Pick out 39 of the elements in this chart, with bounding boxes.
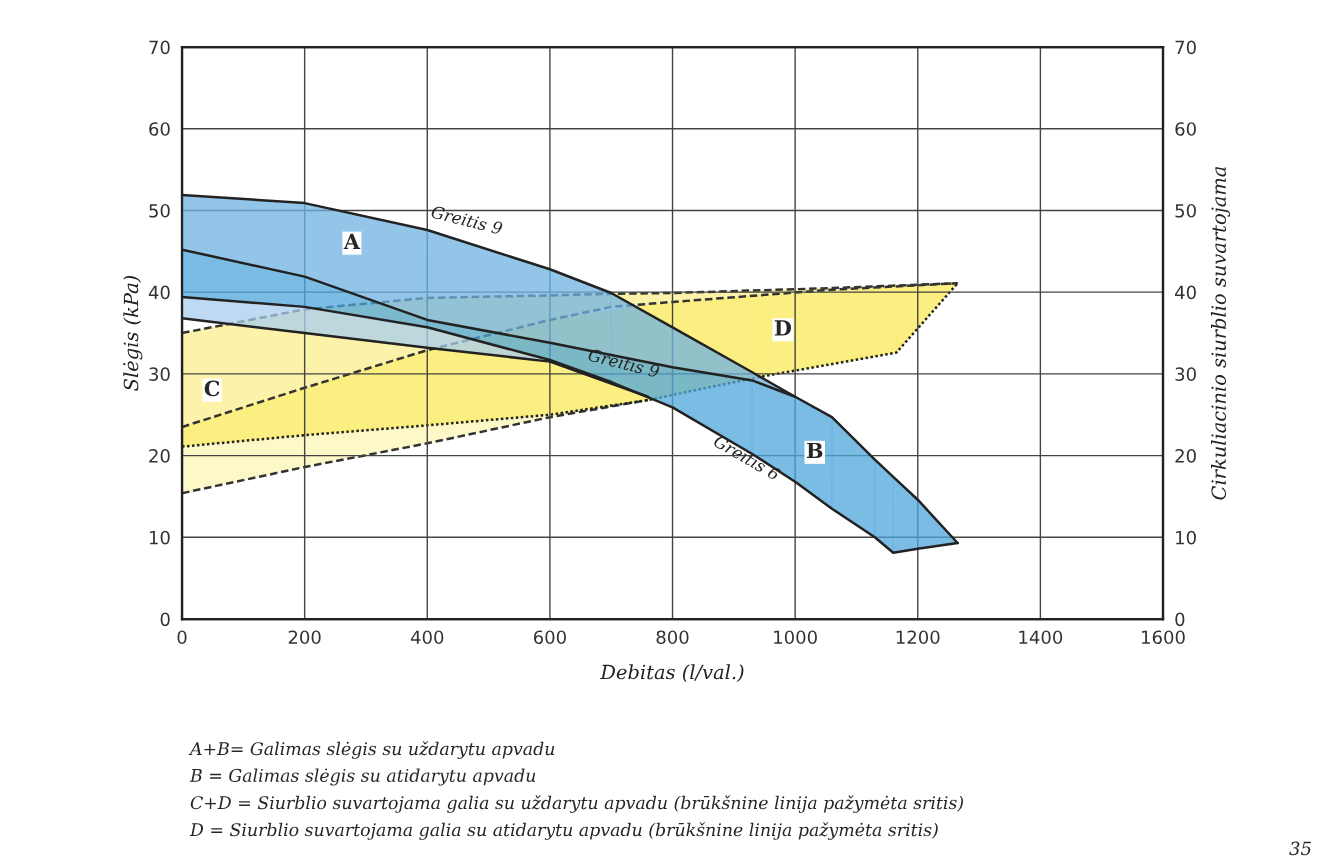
y2-tick-label: 60 bbox=[1175, 122, 1196, 136]
y-tick-label: 70 bbox=[149, 40, 170, 55]
x-tick-label: 800 bbox=[656, 630, 689, 645]
annotation: Greitis 9 bbox=[587, 348, 660, 378]
text: 35 bbox=[1289, 841, 1311, 856]
y-axis-title: Slėgis (kPa) bbox=[123, 275, 143, 391]
x-tick-label: 1400 bbox=[1019, 630, 1063, 645]
x-axis-title: Debitas (l/val.) bbox=[600, 664, 744, 683]
x-tick-label: 400 bbox=[410, 630, 444, 645]
x-tick-label: 1000 bbox=[774, 630, 817, 645]
x-tick-label: 200 bbox=[288, 630, 321, 645]
annotation: D bbox=[774, 320, 792, 336]
y-tick-label: 0 bbox=[160, 612, 170, 627]
x-tick-label: 1200 bbox=[896, 630, 940, 645]
y-tick-label: 10 bbox=[149, 530, 170, 545]
y2-tick-label: 30 bbox=[1175, 367, 1196, 381]
text: D = Siurblio suvartojama galia su atidarytu apvadu (brūkšnine linija pažymėta sritis) bbox=[189, 822, 938, 840]
annotation: B bbox=[806, 442, 823, 459]
y-tick-label: 50 bbox=[149, 203, 170, 218]
text: B = Galimas slėgis su atidarytu apvadu bbox=[189, 768, 536, 786]
y-tick-label: 40 bbox=[148, 285, 170, 300]
y-tick-label: 60 bbox=[149, 122, 170, 136]
text: A+B= Galimas slėgis su uždarytu apvadu bbox=[188, 741, 555, 759]
x-tick-label: 1600 bbox=[1142, 630, 1185, 645]
y-tick-label: 30 bbox=[149, 367, 170, 381]
annotation: A bbox=[343, 233, 361, 249]
annotation: C bbox=[204, 380, 220, 397]
y2-tick-label: 70 bbox=[1175, 40, 1196, 55]
annotation: Greitis 9 bbox=[430, 205, 503, 235]
y2-tick-label: 0 bbox=[1175, 612, 1185, 627]
y2-tick-label: 10 bbox=[1176, 530, 1196, 545]
x-tick-label: 0 bbox=[177, 630, 187, 645]
y2-tick-label: 40 bbox=[1175, 285, 1196, 300]
text: C+D = Siurblio suvartojama galia su uždarytu apvadu (brūkšnine linija pažymėta sritis) bbox=[190, 795, 964, 813]
y-tick-label: 20 bbox=[149, 449, 170, 463]
y2-axis-title: Cirkuliacinio siurblio suvartojama bbox=[1210, 166, 1231, 500]
x-tick-label: 600 bbox=[533, 630, 566, 645]
y2-tick-label: 50 bbox=[1175, 203, 1196, 218]
y2-tick-label: 20 bbox=[1175, 449, 1196, 463]
